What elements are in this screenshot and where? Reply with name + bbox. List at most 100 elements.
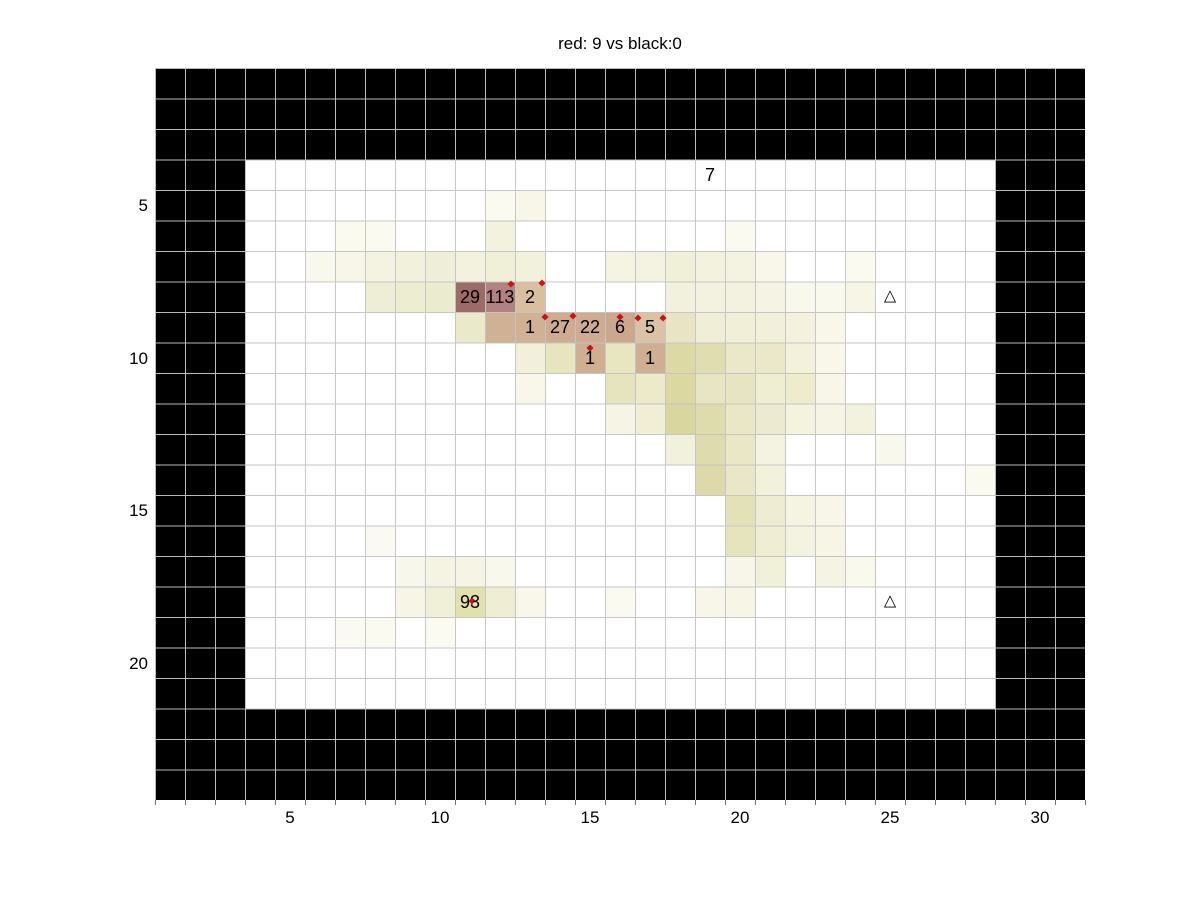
heatmap-cell: [815, 312, 845, 343]
heatmap-cell: [695, 342, 725, 373]
heatmap-cell: [425, 617, 455, 648]
heatmap-cell: [755, 556, 785, 587]
heatmap-cell: [815, 556, 845, 587]
heatmap-cell: [665, 312, 695, 343]
heatmap-cell: [515, 586, 545, 617]
heatmap-cell: [455, 556, 485, 587]
cell-count-label: 27: [549, 317, 571, 338]
heatmap-cell: [965, 464, 995, 495]
heatmap-cell: [815, 281, 845, 312]
heatmap-cell: [665, 403, 695, 434]
heatmap-cell: [695, 312, 725, 343]
heatmap-cell: [845, 281, 875, 312]
heatmap-cell: [785, 373, 815, 404]
y-tick-label: 15: [129, 501, 148, 521]
heatmap-cell: [815, 495, 845, 526]
heatmap-cell: [515, 251, 545, 282]
heatmap-cell: [545, 342, 575, 373]
heatmap-cell: [725, 373, 755, 404]
heatmap-cell: [665, 251, 695, 282]
x-tick-label: 30: [1030, 808, 1050, 827]
heatmap-cell: [515, 342, 545, 373]
black-border-block: [155, 68, 1085, 160]
heatmap-cell: [365, 617, 395, 648]
heatmap-cell: [395, 586, 425, 617]
plot-area: △ △ 7 29 113 2 1 27 22 6 5 1 1 93: [155, 68, 1085, 800]
heatmap-cell: [755, 403, 785, 434]
heatmap-cell: [725, 281, 755, 312]
heatmap-cell: [815, 373, 845, 404]
heatmap-cell: [605, 251, 635, 282]
heatmap-cell: [665, 373, 695, 404]
heatmap-cell: [305, 251, 335, 282]
heatmap-cell: [695, 251, 725, 282]
heatmap-cell: [365, 525, 395, 556]
heatmap-cell: [695, 586, 725, 617]
heatmap-cell: [755, 342, 785, 373]
grid-lines: [155, 68, 1085, 800]
heatmap-cell: [725, 525, 755, 556]
heatmap-cell: [725, 434, 755, 465]
heatmap-cell: [515, 373, 545, 404]
heatmap-cell: [785, 281, 815, 312]
x-tick-label: 10: [430, 808, 450, 827]
heatmap-cell: [485, 190, 515, 221]
heatmap-cell: [425, 586, 455, 617]
heatmap-cell: [725, 403, 755, 434]
heatmap-cell: [725, 586, 755, 617]
heatmap-cell: [815, 403, 845, 434]
plot-title: red: 9 vs black:0: [558, 34, 682, 53]
heatmap-cell: [335, 251, 365, 282]
heatmap-cell: [755, 434, 785, 465]
heatmap-cell: [725, 495, 755, 526]
cell-count-label: 29: [459, 286, 481, 307]
cell-count-label: 2: [524, 286, 536, 307]
heatmap-cell: [455, 312, 485, 343]
heatmap-cell: [815, 525, 845, 556]
heatmap-cell: [335, 617, 365, 648]
heatmap-cell: [845, 251, 875, 282]
heatmap-cell: [635, 251, 665, 282]
cell-count-label: 113: [485, 286, 515, 307]
heatmap-cell: [755, 281, 785, 312]
heatmap-cell: [665, 342, 695, 373]
y-tick-label: 20: [129, 653, 148, 673]
heatmap-cell: [365, 281, 395, 312]
heatmap-cell: [605, 342, 635, 373]
heatmap-cell: [485, 220, 515, 251]
heatmap-cell: [785, 403, 815, 434]
heatmap-cell: [515, 190, 545, 221]
heatmap-cell: [695, 464, 725, 495]
heatmap-cell: [485, 251, 515, 282]
heatmap-cell: [395, 251, 425, 282]
black-border-block: [995, 159, 1085, 709]
heatmap-cell: [725, 220, 755, 251]
heatmap-cell: [605, 373, 635, 404]
heatmap-cell: [665, 434, 695, 465]
heatmap-cell: [725, 342, 755, 373]
triangle-marker: △: [883, 592, 897, 610]
heatmap-cell: [725, 251, 755, 282]
heatmap-cell: [695, 373, 725, 404]
heatmap-cell: [755, 525, 785, 556]
x-tick-label: 15: [580, 808, 600, 827]
heatmap-cell: [755, 495, 785, 526]
heatmap-cell: [635, 403, 665, 434]
heatmap-cell: [425, 251, 455, 282]
x-axis-ticks: [155, 800, 1086, 805]
heatmap-cell: [605, 586, 635, 617]
heatmap-cell: [785, 495, 815, 526]
cell-count-label: 7: [704, 164, 716, 185]
cell-count-label: 6: [614, 317, 626, 338]
x-tick-label: 25: [880, 808, 900, 827]
triangle-marker: △: [883, 287, 897, 305]
heatmap-cell: [845, 556, 875, 587]
x-tick-label: 20: [730, 808, 750, 827]
heatmap-cell: [695, 403, 725, 434]
x-tick-label: 5: [285, 808, 295, 827]
heatmap-cell: [395, 281, 425, 312]
cell-count-label: 1: [584, 347, 596, 368]
heatmap-cell: [755, 373, 785, 404]
heatmap-cell: [875, 434, 905, 465]
heatmap-cell: [365, 251, 395, 282]
